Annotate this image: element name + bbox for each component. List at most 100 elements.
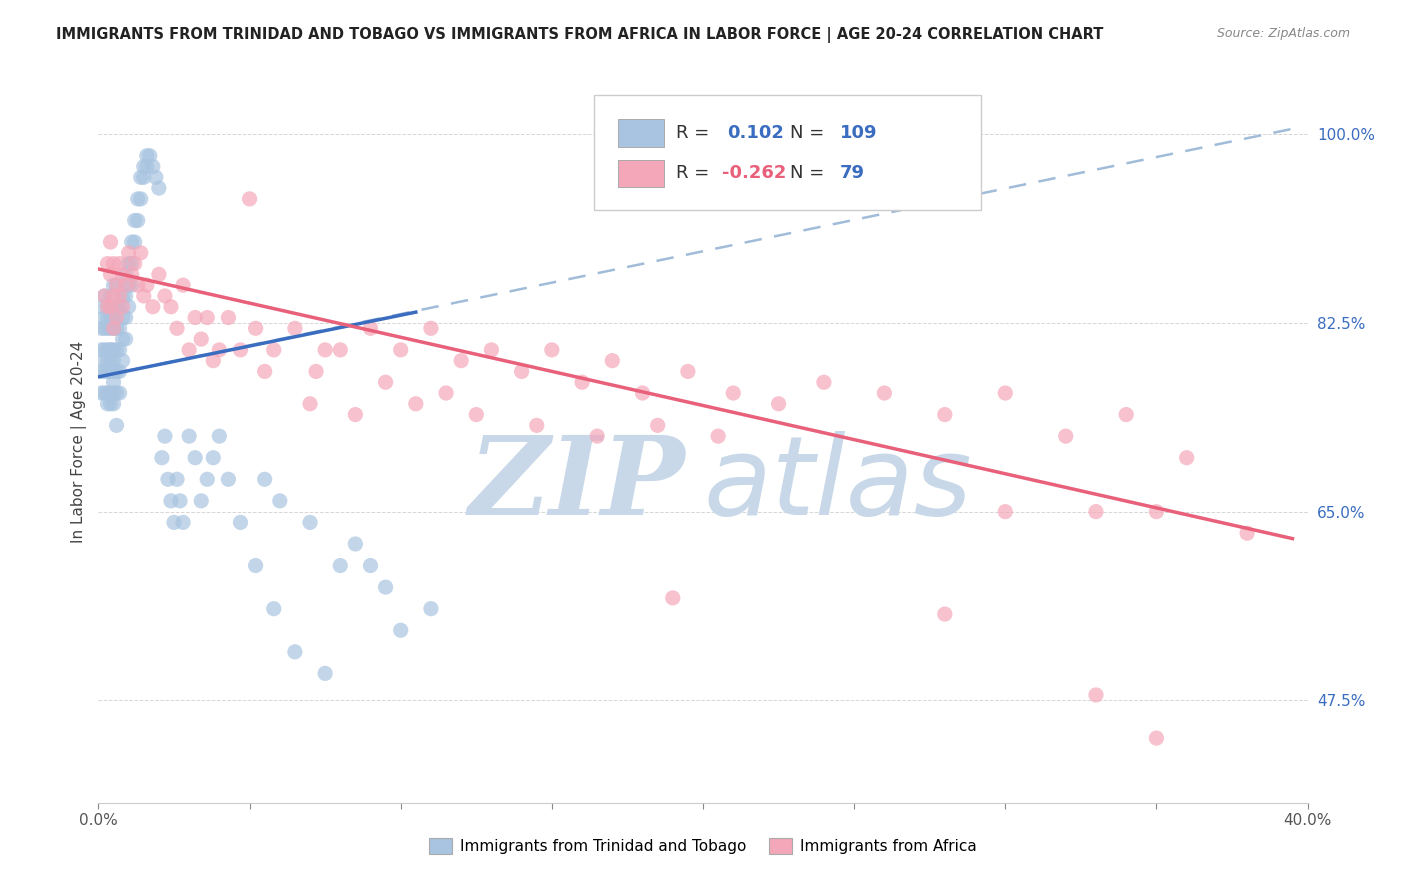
Point: [100, 300, 122, 314]
Point: [153, 429, 176, 443]
Point: [114, 332, 136, 346]
Point: [229, 343, 252, 357]
Point: [127, 278, 149, 293]
Text: R =: R =: [676, 164, 716, 183]
Text: R =: R =: [676, 124, 716, 142]
Text: N =: N =: [790, 124, 824, 142]
Point: [465, 408, 488, 422]
Point: [132, 289, 155, 303]
Point: [114, 310, 136, 325]
Point: [661, 591, 683, 605]
Point: [284, 321, 307, 335]
Point: [253, 364, 276, 378]
Point: [100, 235, 122, 249]
Point: [676, 364, 699, 378]
Point: [93, 289, 115, 303]
Point: [139, 149, 162, 163]
Point: [160, 300, 183, 314]
Y-axis label: In Labor Force | Age 20-24: In Labor Force | Age 20-24: [72, 341, 87, 542]
Point: [208, 429, 231, 443]
Point: [90, 321, 112, 335]
Point: [90, 343, 112, 357]
Point: [105, 310, 128, 325]
Point: [111, 332, 134, 346]
Point: [135, 160, 157, 174]
Point: [129, 170, 152, 185]
Point: [156, 472, 179, 486]
Point: [103, 397, 125, 411]
Point: [184, 450, 207, 465]
Point: [129, 192, 152, 206]
Point: [179, 343, 201, 357]
Point: [202, 450, 225, 465]
Point: [169, 493, 191, 508]
Point: [1144, 505, 1167, 519]
Point: [93, 343, 115, 357]
Point: [389, 343, 412, 357]
Point: [93, 353, 115, 368]
Point: [90, 386, 112, 401]
Point: [93, 386, 115, 401]
Point: [103, 353, 125, 368]
Point: [108, 343, 131, 357]
Point: [124, 235, 146, 249]
Point: [111, 310, 134, 325]
Point: [263, 343, 285, 357]
Point: [245, 321, 267, 335]
Point: [994, 386, 1017, 401]
Point: [100, 353, 122, 368]
Point: [163, 516, 186, 530]
Point: [105, 278, 128, 293]
Point: [329, 558, 352, 573]
Point: [299, 516, 322, 530]
Point: [190, 332, 212, 346]
Point: [934, 408, 956, 422]
Point: [405, 397, 427, 411]
Point: [108, 321, 131, 335]
Point: [172, 516, 194, 530]
Point: [132, 170, 155, 185]
Point: [96, 364, 118, 378]
Point: [108, 364, 131, 378]
Point: [121, 257, 143, 271]
Text: 79: 79: [839, 164, 865, 183]
Point: [127, 213, 149, 227]
Point: [114, 289, 136, 303]
Point: [299, 397, 322, 411]
Point: [135, 278, 157, 293]
Point: [166, 321, 188, 335]
Point: [510, 364, 533, 378]
Point: [100, 386, 122, 401]
Point: [148, 181, 170, 195]
Point: [172, 278, 194, 293]
Point: [540, 343, 562, 357]
Point: [118, 257, 141, 271]
Point: [374, 376, 396, 390]
Point: [217, 310, 239, 325]
Point: [111, 300, 134, 314]
Point: [96, 353, 118, 368]
Point: [124, 213, 146, 227]
Point: [707, 429, 730, 443]
Point: [1175, 450, 1198, 465]
Point: [100, 397, 122, 411]
Point: [360, 558, 382, 573]
Point: [100, 268, 122, 282]
Text: 0.102: 0.102: [727, 124, 785, 142]
Point: [269, 493, 291, 508]
Point: [100, 321, 122, 335]
Point: [1085, 505, 1108, 519]
Point: [93, 364, 115, 378]
Point: [96, 321, 118, 335]
Point: [813, 376, 835, 390]
Point: [105, 386, 128, 401]
Point: [121, 235, 143, 249]
Point: [96, 257, 118, 271]
Point: [329, 343, 352, 357]
Point: [434, 386, 457, 401]
Point: [179, 429, 201, 443]
Point: [111, 353, 134, 368]
Point: [1085, 688, 1108, 702]
Point: [118, 300, 141, 314]
Point: [314, 666, 336, 681]
